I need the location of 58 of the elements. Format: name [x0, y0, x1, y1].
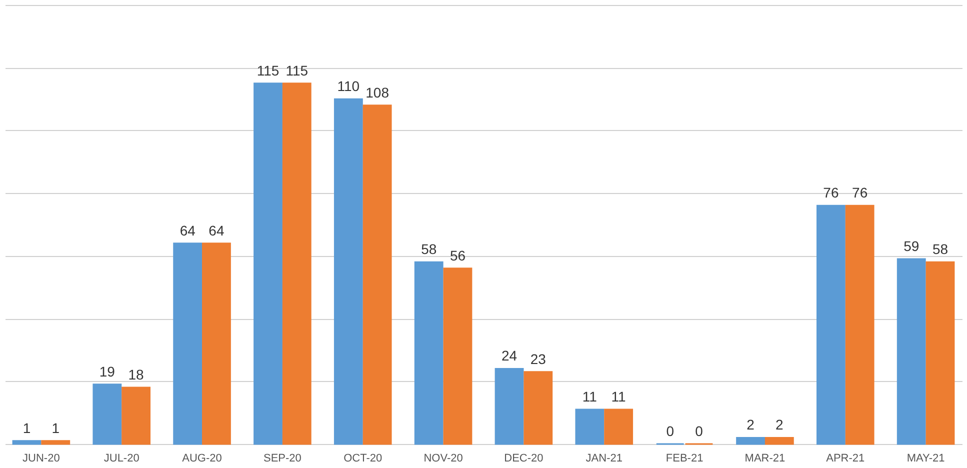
bar [443, 268, 472, 445]
bar [524, 371, 553, 445]
bar [41, 440, 70, 445]
bar [896, 258, 926, 445]
x-tick-label: APR-21 [826, 452, 865, 464]
bar [926, 261, 955, 445]
data-label: 2 [776, 416, 784, 433]
x-tick-label: MAY-21 [906, 452, 945, 464]
bar [254, 82, 282, 445]
data-label: 115 [256, 62, 280, 78]
data-label: 18 [128, 366, 144, 383]
data-label: 11 [611, 388, 626, 405]
bar [604, 408, 634, 445]
data-label: 76 [852, 184, 868, 201]
data-label: 19 [99, 363, 116, 380]
bar [202, 242, 231, 445]
data-label: 115 [286, 62, 308, 78]
data-label: 64 [180, 222, 196, 238]
data-label: 23 [530, 350, 546, 367]
bar [575, 408, 604, 445]
x-tick-label: MAR-21 [744, 452, 786, 464]
x-tick-label: DEC-20 [504, 452, 544, 464]
bar [282, 82, 312, 445]
data-label: 11 [582, 388, 598, 405]
x-tick-label: NOV-20 [424, 452, 463, 464]
data-label: 2 [746, 416, 755, 433]
bar [845, 204, 874, 445]
x-tick-label: FEB-21 [666, 452, 704, 464]
data-label: 1 [22, 420, 31, 436]
data-label: 110 [337, 78, 360, 94]
x-tick-label: JUL-20 [104, 452, 140, 464]
bar [173, 242, 202, 445]
data-label: 58 [421, 241, 437, 258]
bar [816, 204, 846, 445]
bar [334, 98, 363, 445]
bar [92, 384, 122, 445]
bar [494, 368, 524, 445]
x-tick-label: JUN-20 [22, 452, 60, 464]
data-label: 1 [52, 420, 60, 436]
data-label: 0 [695, 423, 704, 439]
bar [414, 261, 444, 445]
bar [12, 440, 42, 445]
bar [362, 104, 392, 445]
data-label: 0 [666, 423, 674, 439]
data-label: 58 [932, 241, 948, 258]
x-tick-label: OCT-20 [344, 452, 382, 464]
x-tick-label: JAN-21 [586, 452, 622, 464]
x-tick-label: SEP-20 [263, 452, 302, 464]
data-label: 64 [208, 222, 224, 238]
data-label: 76 [823, 184, 839, 201]
data-label: 59 [904, 238, 920, 254]
bar [764, 436, 794, 445]
data-label: 108 [366, 84, 390, 100]
bar [736, 436, 765, 445]
data-label: 24 [501, 348, 518, 364]
bar [122, 386, 151, 445]
x-tick-label: AUG-20 [182, 452, 222, 464]
data-label: 56 [450, 247, 466, 264]
